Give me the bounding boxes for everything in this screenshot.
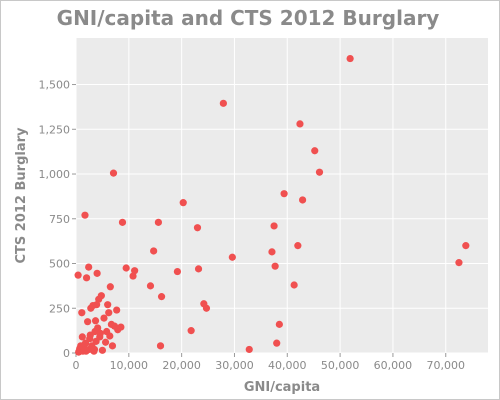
data-point — [202, 304, 211, 312]
data-point — [100, 314, 108, 322]
data-point — [122, 264, 130, 272]
x-tick-label: 30,000 — [215, 359, 254, 372]
y-tick-label: 1,500 — [39, 79, 71, 92]
data-point — [98, 346, 107, 354]
data-point — [270, 222, 278, 230]
data-point — [82, 274, 91, 282]
data-point — [78, 333, 86, 341]
data-point — [85, 263, 93, 271]
data-point — [219, 99, 227, 107]
data-point — [94, 324, 102, 332]
data-point — [315, 168, 324, 176]
y-tick-label: 0 — [63, 347, 70, 360]
data-point — [109, 169, 118, 177]
axis-ticks: 0 250 500 750 1,000 1,250 1,500 0 10,000 20,000 30… — [39, 79, 465, 372]
x-tick-label: 20,000 — [162, 359, 201, 372]
data-point — [113, 306, 121, 314]
data-point — [97, 292, 105, 300]
data-points — [74, 54, 470, 356]
data-point — [101, 338, 110, 346]
data-point — [187, 327, 195, 335]
x-tick-label: 0 — [73, 359, 80, 372]
data-point — [106, 332, 114, 340]
data-point — [96, 329, 104, 337]
data-point — [346, 54, 354, 63]
data-point — [81, 339, 90, 347]
x-tick-label: 70,000 — [426, 359, 465, 372]
data-point — [91, 317, 100, 325]
data-point — [131, 267, 139, 275]
y-tick-label: 1,250 — [39, 123, 71, 136]
data-point — [228, 253, 236, 261]
data-point — [290, 281, 298, 289]
data-point — [146, 282, 155, 290]
x-tick-label: 60,000 — [374, 359, 413, 372]
data-point — [273, 339, 281, 347]
x-tick-label: 10,000 — [110, 359, 149, 372]
data-point — [104, 301, 112, 309]
data-point — [105, 309, 113, 317]
data-point — [156, 342, 165, 350]
grid-lines — [75, 38, 488, 354]
data-point — [193, 224, 202, 232]
y-tick-label: 250 — [49, 302, 70, 315]
data-point — [108, 342, 117, 350]
data-point — [74, 271, 82, 279]
data-point — [462, 242, 470, 250]
data-point — [154, 218, 162, 226]
data-point — [245, 345, 253, 354]
data-point — [173, 267, 182, 276]
data-point — [157, 293, 166, 301]
data-point — [90, 345, 99, 354]
data-point — [280, 190, 288, 198]
data-point — [117, 323, 125, 331]
data-point — [150, 247, 158, 255]
data-point — [93, 269, 101, 277]
x-tick-label: 50,000 — [321, 359, 360, 372]
data-point — [78, 309, 86, 317]
x-axis-label: GNI/capita — [244, 380, 320, 395]
y-tick-label: 750 — [49, 213, 70, 226]
data-point — [268, 248, 276, 256]
data-point — [271, 262, 279, 270]
data-point — [299, 196, 307, 204]
data-point — [179, 199, 187, 207]
data-point — [296, 120, 304, 128]
data-point — [106, 283, 114, 291]
data-point — [118, 218, 127, 226]
data-point — [455, 259, 463, 267]
data-point — [84, 318, 92, 326]
data-point — [275, 320, 283, 328]
data-point — [81, 211, 89, 219]
chart-title: GNI/capita and CTS 2012 Burglary — [57, 6, 440, 30]
y-axis-label: CTS 2012 Burglary — [14, 127, 29, 264]
data-point — [194, 265, 203, 273]
data-point — [311, 147, 319, 155]
y-tick-label: 500 — [49, 258, 70, 271]
y-tick-label: 1,000 — [39, 168, 71, 181]
x-tick-label: 40,000 — [268, 359, 307, 372]
data-point — [294, 242, 302, 250]
